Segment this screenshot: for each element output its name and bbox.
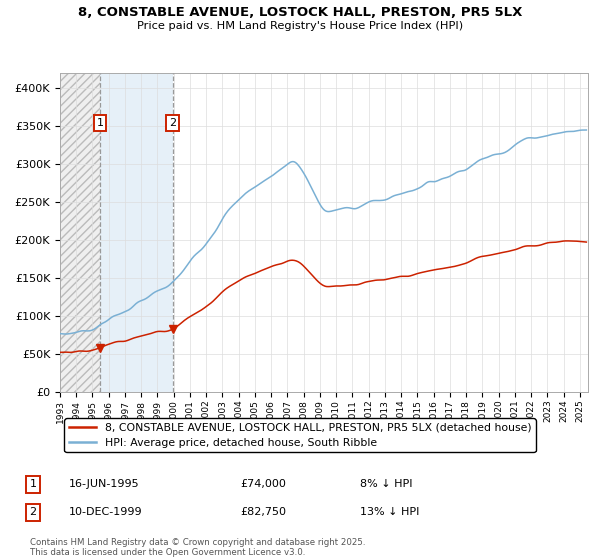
Text: 8, CONSTABLE AVENUE, LOSTOCK HALL, PRESTON, PR5 5LX: 8, CONSTABLE AVENUE, LOSTOCK HALL, PREST… — [78, 6, 522, 18]
Legend: 8, CONSTABLE AVENUE, LOSTOCK HALL, PRESTON, PR5 5LX (detached house), HPI: Avera: 8, CONSTABLE AVENUE, LOSTOCK HALL, PREST… — [64, 418, 536, 452]
Text: Price paid vs. HM Land Registry's House Price Index (HPI): Price paid vs. HM Land Registry's House … — [137, 21, 463, 31]
Text: 16-JUN-1995: 16-JUN-1995 — [69, 479, 140, 489]
Bar — [60, 73, 100, 392]
Text: 1: 1 — [29, 479, 37, 489]
Bar — [100, 73, 173, 392]
Text: 13% ↓ HPI: 13% ↓ HPI — [360, 507, 419, 517]
Text: £74,000: £74,000 — [240, 479, 286, 489]
Text: 2: 2 — [29, 507, 37, 517]
Bar — [60, 73, 100, 392]
Text: 2: 2 — [169, 118, 176, 128]
Text: 10-DEC-1999: 10-DEC-1999 — [69, 507, 143, 517]
Text: 1: 1 — [97, 118, 103, 128]
Text: Contains HM Land Registry data © Crown copyright and database right 2025.
This d: Contains HM Land Registry data © Crown c… — [30, 538, 365, 557]
Text: £82,750: £82,750 — [240, 507, 286, 517]
Text: 8% ↓ HPI: 8% ↓ HPI — [360, 479, 413, 489]
